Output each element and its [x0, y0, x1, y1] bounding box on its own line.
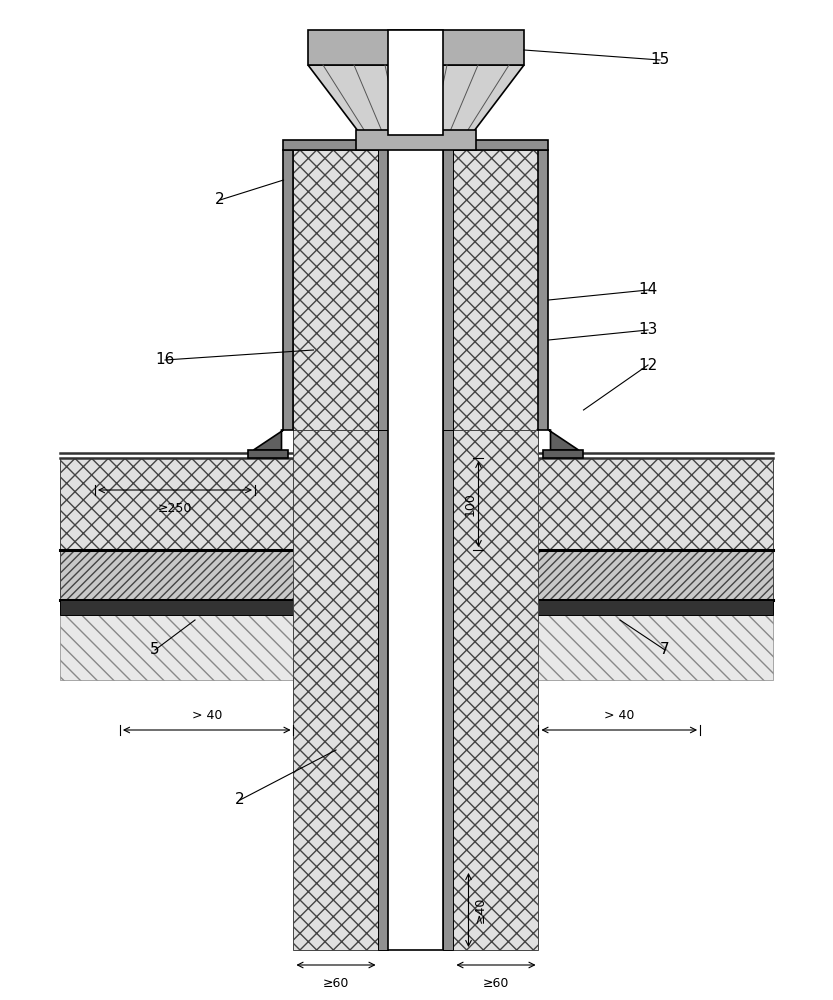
Text: 12: 12	[638, 358, 657, 372]
Text: 15: 15	[651, 52, 670, 68]
Bar	[443, 430, 453, 950]
Bar	[283, 150, 293, 430]
Bar	[308, 30, 524, 65]
Text: 13: 13	[638, 322, 658, 338]
Polygon shape	[253, 430, 283, 450]
Text: 7: 7	[661, 643, 670, 658]
Text: 2: 2	[235, 792, 245, 808]
Text: 100: 100	[463, 492, 476, 516]
Bar	[378, 430, 388, 950]
Polygon shape	[548, 430, 578, 450]
Bar	[443, 140, 453, 430]
Bar	[388, 140, 443, 950]
Bar	[378, 140, 388, 430]
Text: 5: 5	[150, 643, 160, 658]
Bar	[283, 140, 548, 150]
Bar	[60, 458, 773, 550]
Text: 14: 14	[638, 282, 657, 298]
Text: ≥250: ≥250	[157, 502, 192, 515]
Text: ≥60: ≥60	[483, 977, 509, 990]
Bar	[60, 615, 378, 680]
Polygon shape	[308, 65, 524, 135]
Text: 2: 2	[215, 192, 225, 208]
Bar	[356, 130, 476, 150]
Bar	[248, 450, 288, 458]
Bar	[293, 150, 378, 430]
Bar	[453, 615, 773, 680]
Text: ≥60: ≥60	[323, 977, 349, 990]
Text: > 40: > 40	[604, 709, 635, 722]
Bar	[453, 430, 538, 950]
Bar	[543, 450, 583, 458]
Text: > 40: > 40	[192, 709, 222, 722]
Bar	[60, 600, 773, 615]
Bar	[453, 150, 538, 430]
Text: 16: 16	[155, 353, 175, 367]
Bar	[293, 430, 378, 950]
Bar	[538, 150, 548, 430]
Text: ≥40: ≥40	[473, 897, 486, 923]
Bar	[388, 30, 443, 135]
Bar	[60, 550, 773, 600]
